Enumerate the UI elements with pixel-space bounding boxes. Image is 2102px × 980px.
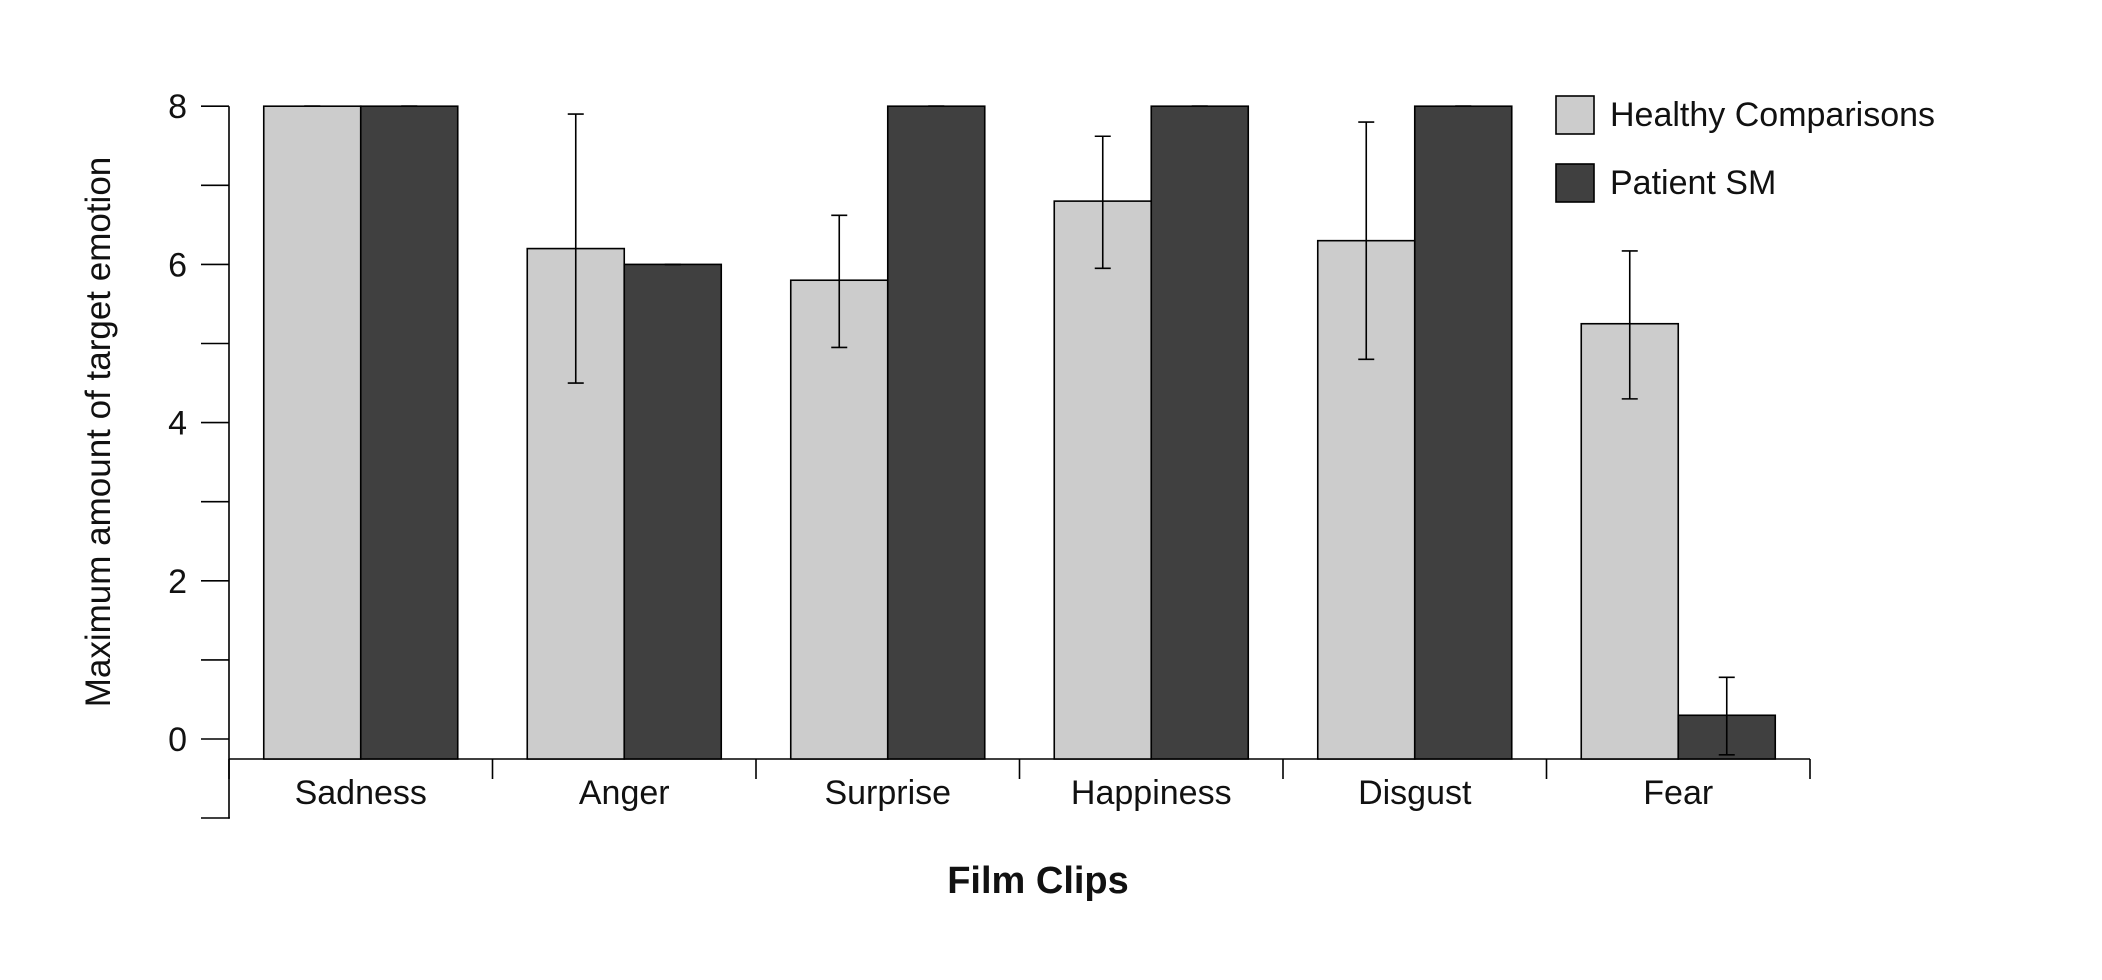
y-tick-label-2: 2 xyxy=(168,563,187,601)
legend-label-healthy-comparisons: Healthy Comparisons xyxy=(1610,96,1935,134)
legend-swatch-healthy-comparisons xyxy=(1555,95,1595,135)
y-tick-label-0: 0 xyxy=(168,721,187,759)
bar-patient-sm-anger xyxy=(623,263,723,760)
x-tick-label-sadness: Sadness xyxy=(295,774,427,812)
bar-patient-sm-disgust xyxy=(1413,105,1513,760)
x-axis: Sadness Anger Surprise Happiness Disgust Fear xyxy=(228,758,1811,812)
x-tick-label-fear: Fear xyxy=(1643,774,1713,812)
bar-healthy-comparisons-happiness xyxy=(1053,200,1153,760)
bars xyxy=(262,105,1777,760)
bar-healthy-comparisons-surprise xyxy=(789,279,889,760)
x-tick-label-surprise: Surprise xyxy=(824,774,951,812)
y-tick-label-6: 6 xyxy=(168,246,187,284)
y-tick-label-4: 4 xyxy=(168,405,187,443)
x-tick-label-happiness: Happiness xyxy=(1071,774,1232,812)
x-tick-label-anger: Anger xyxy=(579,774,670,812)
x-axis-title: Film Clips xyxy=(947,860,1129,902)
y-axis-line xyxy=(228,106,230,819)
x-tick-label-disgust: Disgust xyxy=(1358,774,1472,812)
legend-label-patient-sm: Patient SM xyxy=(1610,164,1776,202)
y-axis: 0 2 4 6 8 xyxy=(168,88,230,819)
bar-patient-sm-surprise xyxy=(886,105,986,760)
legend: Healthy Comparisons Patient SM xyxy=(1555,95,1935,203)
bar-healthy-comparisons-sadness xyxy=(262,105,362,760)
y-tick-label-8: 8 xyxy=(168,88,187,126)
error-bars xyxy=(304,105,1735,756)
y-axis-title: Maximum amount of target emotion xyxy=(79,157,118,708)
bar-patient-sm-sadness xyxy=(359,105,459,760)
bar-patient-sm-happiness xyxy=(1150,105,1250,760)
legend-swatch-patient-sm xyxy=(1555,163,1595,203)
